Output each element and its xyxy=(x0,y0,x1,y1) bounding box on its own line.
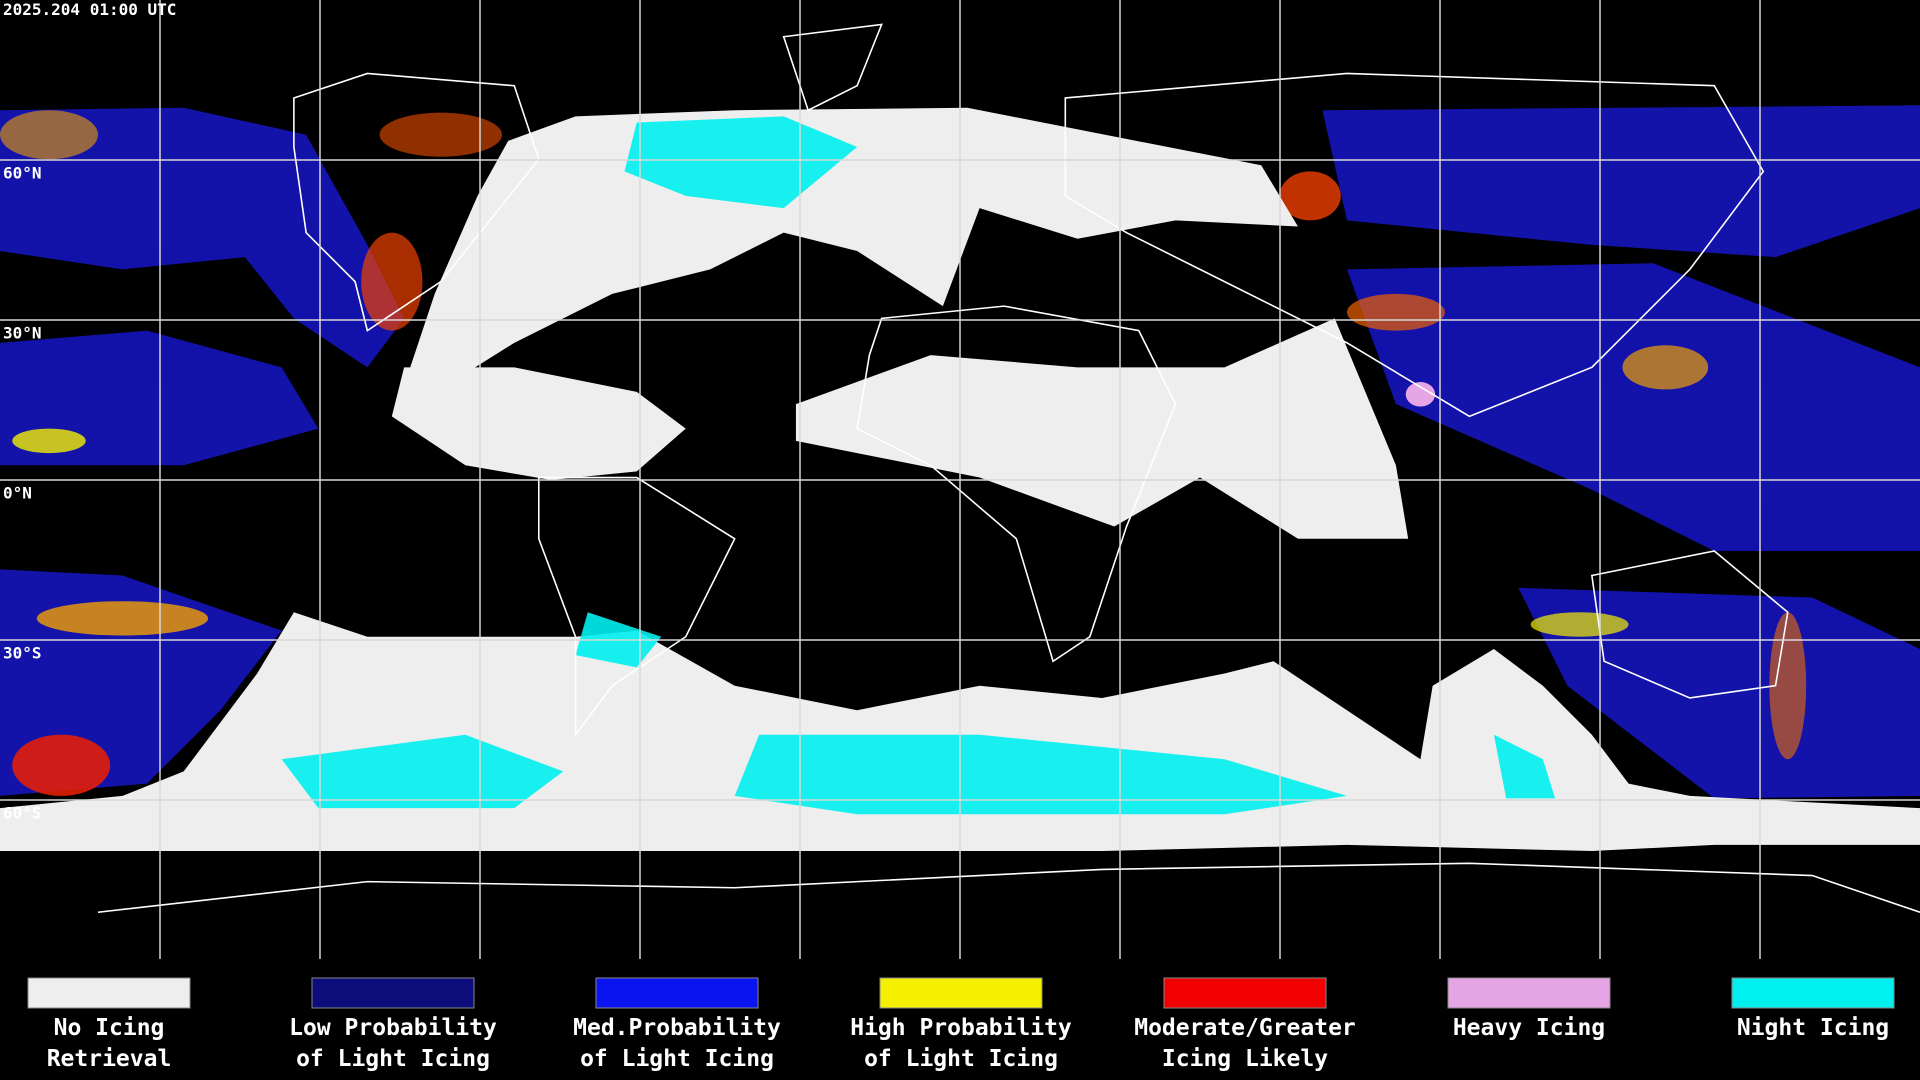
timestamp: 2025.204 01:00 UTC xyxy=(3,0,176,19)
legend-swatch xyxy=(311,977,475,1009)
latitude-labels: 60°N 30°N 0°N 30°S 60°S xyxy=(3,163,42,822)
coastlines xyxy=(97,23,1920,914)
legend-label: Retrieval xyxy=(47,1046,172,1072)
latitude-label: 30°N xyxy=(3,323,42,342)
legend-swatch xyxy=(879,977,1043,1009)
legend-label: of Light Icing xyxy=(296,1046,490,1072)
legend-swatch xyxy=(1447,977,1611,1009)
map xyxy=(0,0,1920,961)
legend-label: Med.Probability xyxy=(573,1015,781,1041)
legend-swatch xyxy=(27,977,191,1009)
legend-label: Moderate/Greater xyxy=(1134,1015,1356,1041)
legend-label: of Light Icing xyxy=(580,1046,774,1072)
legend-label: No Icing xyxy=(54,1015,165,1041)
legend-label: of Light Icing xyxy=(864,1046,1058,1072)
legend-label: High Probability xyxy=(850,1015,1072,1041)
night-icing-regions xyxy=(281,116,1556,815)
high-icing-specks xyxy=(0,110,1807,796)
legend: No Icing Retrieval Low Probability of Light… xyxy=(27,977,1895,1072)
latitude-label: 0°N xyxy=(3,483,32,502)
latitude-label: 60°S xyxy=(3,803,42,822)
legend-label: Icing Likely xyxy=(1162,1046,1328,1072)
legend-label: Low Probability xyxy=(289,1015,497,1041)
legend-label: Night Icing xyxy=(1737,1015,1889,1041)
latitude-label: 60°N xyxy=(3,163,42,182)
legend-swatch xyxy=(1163,977,1327,1009)
legend-swatch xyxy=(1731,977,1895,1009)
graticule xyxy=(0,0,1920,961)
latitude-label: 30°S xyxy=(3,643,42,662)
legend-swatch xyxy=(595,977,759,1009)
legend-label: Heavy Icing xyxy=(1453,1015,1605,1041)
